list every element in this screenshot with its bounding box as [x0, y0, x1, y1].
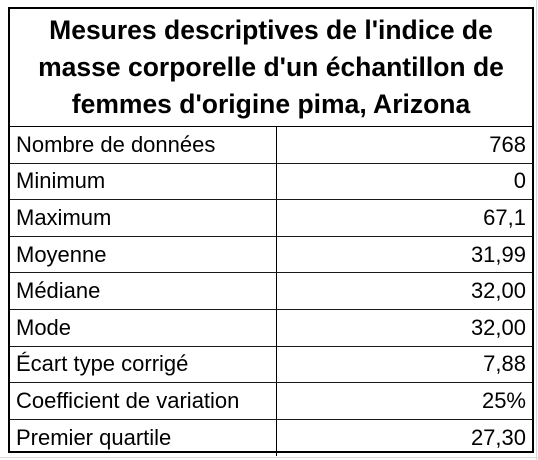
- table-row[interactable]: Médiane 32,00: [10, 273, 532, 310]
- table-body: Nombre de données 768 Minimum 0 Maximum …: [10, 127, 532, 457]
- row-label[interactable]: Médiane: [10, 273, 277, 309]
- table-row[interactable]: Écart type corrigé 7,88: [10, 346, 532, 384]
- row-value[interactable]: 32,00: [470, 278, 526, 304]
- table-row[interactable]: Nombre de données 768: [10, 127, 532, 164]
- row-label[interactable]: Nombre de données: [10, 127, 277, 163]
- row-value[interactable]: 768: [489, 131, 526, 157]
- grid-line-right: [536, 0, 537, 460]
- row-value[interactable]: 25%: [481, 387, 526, 413]
- table-row[interactable]: Mode 32,00: [10, 309, 532, 347]
- row-label[interactable]: Premier quartile: [10, 419, 277, 457]
- row-value[interactable]: 7,88: [483, 351, 526, 377]
- table-row[interactable]: Maximum 67,1: [10, 200, 532, 237]
- row-label[interactable]: Coefficient de variation: [10, 383, 277, 419]
- table-row[interactable]: Moyenne 31,99: [10, 236, 532, 274]
- row-label[interactable]: Écart type corrigé: [10, 346, 277, 383]
- row-label[interactable]: Maximum: [10, 200, 277, 236]
- table-title: Mesures descriptives de l'indice de mass…: [10, 9, 532, 127]
- row-value[interactable]: 0: [513, 168, 526, 194]
- row-value[interactable]: 27,30: [470, 425, 526, 451]
- row-value[interactable]: 31,99: [470, 241, 526, 267]
- table-row[interactable]: Premier quartile 27,30: [10, 419, 532, 457]
- table-row[interactable]: Coefficient de variation 25%: [10, 383, 532, 420]
- grid-line-bottom: [0, 457, 538, 458]
- row-label[interactable]: Mode: [10, 309, 277, 346]
- row-value[interactable]: 32,00: [470, 314, 526, 340]
- stats-table: Mesures descriptives de l'indice de mass…: [8, 7, 534, 457]
- row-label[interactable]: Minimum: [10, 163, 277, 200]
- row-value[interactable]: 67,1: [483, 204, 526, 230]
- table-row[interactable]: Minimum 0: [10, 163, 532, 201]
- row-label[interactable]: Moyenne: [10, 236, 277, 273]
